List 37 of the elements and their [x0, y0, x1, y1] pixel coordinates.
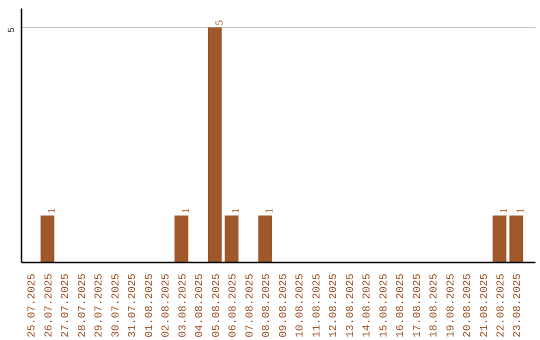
- x-tick-label: 11.08.2025: [311, 273, 324, 338]
- x-tick-label: 16.08.2025: [395, 273, 408, 338]
- x-tick-label: 27.07.2025: [60, 273, 72, 338]
- x-tick-label: 20.08.2025: [462, 273, 474, 338]
- x-tick-label: 26.07.2025: [43, 273, 56, 338]
- x-tick-label: 01.08.2025: [144, 273, 156, 338]
- data-label: 1: [180, 208, 192, 214]
- x-tick-label: 06.08.2025: [228, 273, 240, 338]
- data-label: 1: [46, 208, 58, 214]
- data-label: 1: [499, 208, 510, 214]
- x-tick-label: 29.07.2025: [94, 273, 106, 338]
- x-tick-label: 10.08.2025: [294, 273, 307, 338]
- x-tick-label: 22.08.2025: [496, 273, 508, 338]
- x-tick-label: 08.08.2025: [261, 273, 274, 338]
- x-tick-label: 25.07.2025: [26, 273, 39, 338]
- x-tick-label: 02.08.2025: [160, 273, 173, 338]
- x-tick-label: 21.08.2025: [478, 273, 491, 338]
- x-tick-label: 04.08.2025: [194, 273, 206, 338]
- x-tick-label: 31.07.2025: [127, 273, 140, 338]
- x-tick-label: 13.08.2025: [344, 273, 357, 338]
- x-tick-label: 09.08.2025: [278, 273, 290, 338]
- x-tick-label: 12.08.2025: [328, 273, 340, 338]
- x-tick-label: 17.08.2025: [412, 273, 424, 338]
- x-tick-label: 23.08.2025: [512, 273, 524, 338]
- x-tick-label: 15.08.2025: [378, 273, 390, 338]
- x-tick-label: 05.08.2025: [210, 273, 223, 338]
- x-tick-label: 18.08.2025: [428, 273, 441, 338]
- x-tick-label: 30.07.2025: [110, 273, 122, 338]
- x-tick-label: 19.08.2025: [445, 273, 458, 338]
- data-label: 1: [264, 208, 276, 214]
- x-tick-label: 14.08.2025: [362, 273, 374, 338]
- data-label: 5: [214, 20, 226, 26]
- data-label: 1: [516, 208, 527, 214]
- x-tick-label: 07.08.2025: [244, 273, 256, 338]
- x-tick-label: 28.07.2025: [76, 273, 89, 338]
- data-label: 1: [231, 208, 242, 214]
- x-tick-label: 03.08.2025: [177, 273, 190, 338]
